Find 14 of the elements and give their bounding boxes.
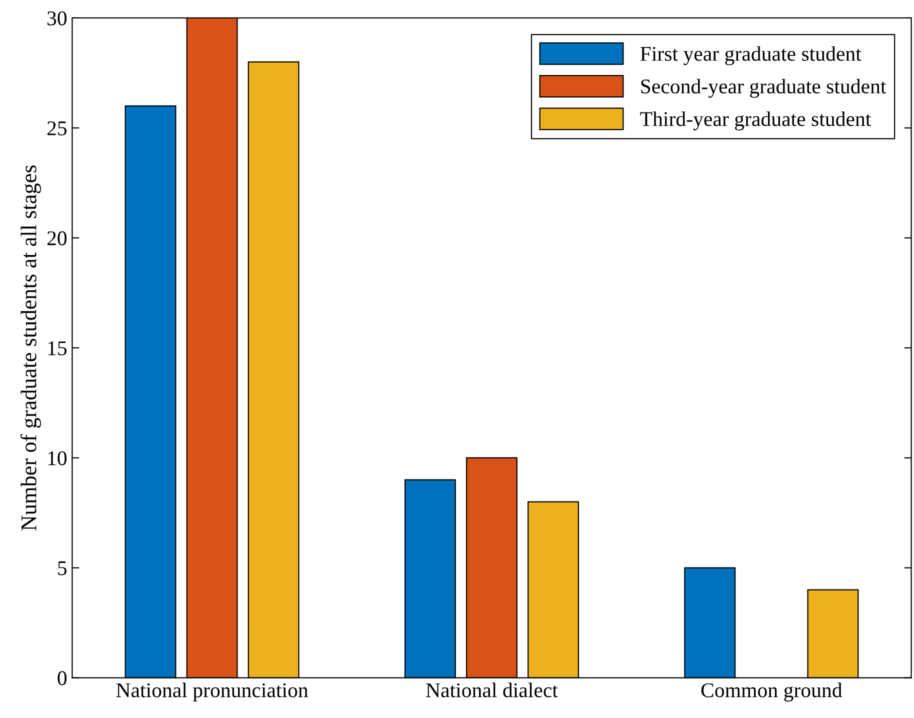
x-tick-label: National pronunciation — [116, 682, 308, 702]
y-axis-title: Number of graduate students at all stages — [20, 165, 41, 531]
y-tick-label: 10 — [48, 451, 67, 466]
y-tick-label: 25 — [47, 121, 67, 136]
legend-label: Third-year graduate student — [640, 111, 872, 130]
y-tick-label: 0 — [58, 671, 67, 686]
legend-label: Second-year graduate student — [641, 78, 886, 98]
x-tick-label: National dialect — [426, 682, 558, 698]
x-tick-label: Common ground — [701, 682, 842, 702]
legend-label: First year graduate student — [640, 46, 862, 66]
y-tick-label: 5 — [58, 561, 67, 576]
y-tick-label: 30 — [48, 11, 67, 26]
y-tick-label: 20 — [47, 231, 67, 246]
y-tick-label: 15 — [48, 341, 67, 356]
